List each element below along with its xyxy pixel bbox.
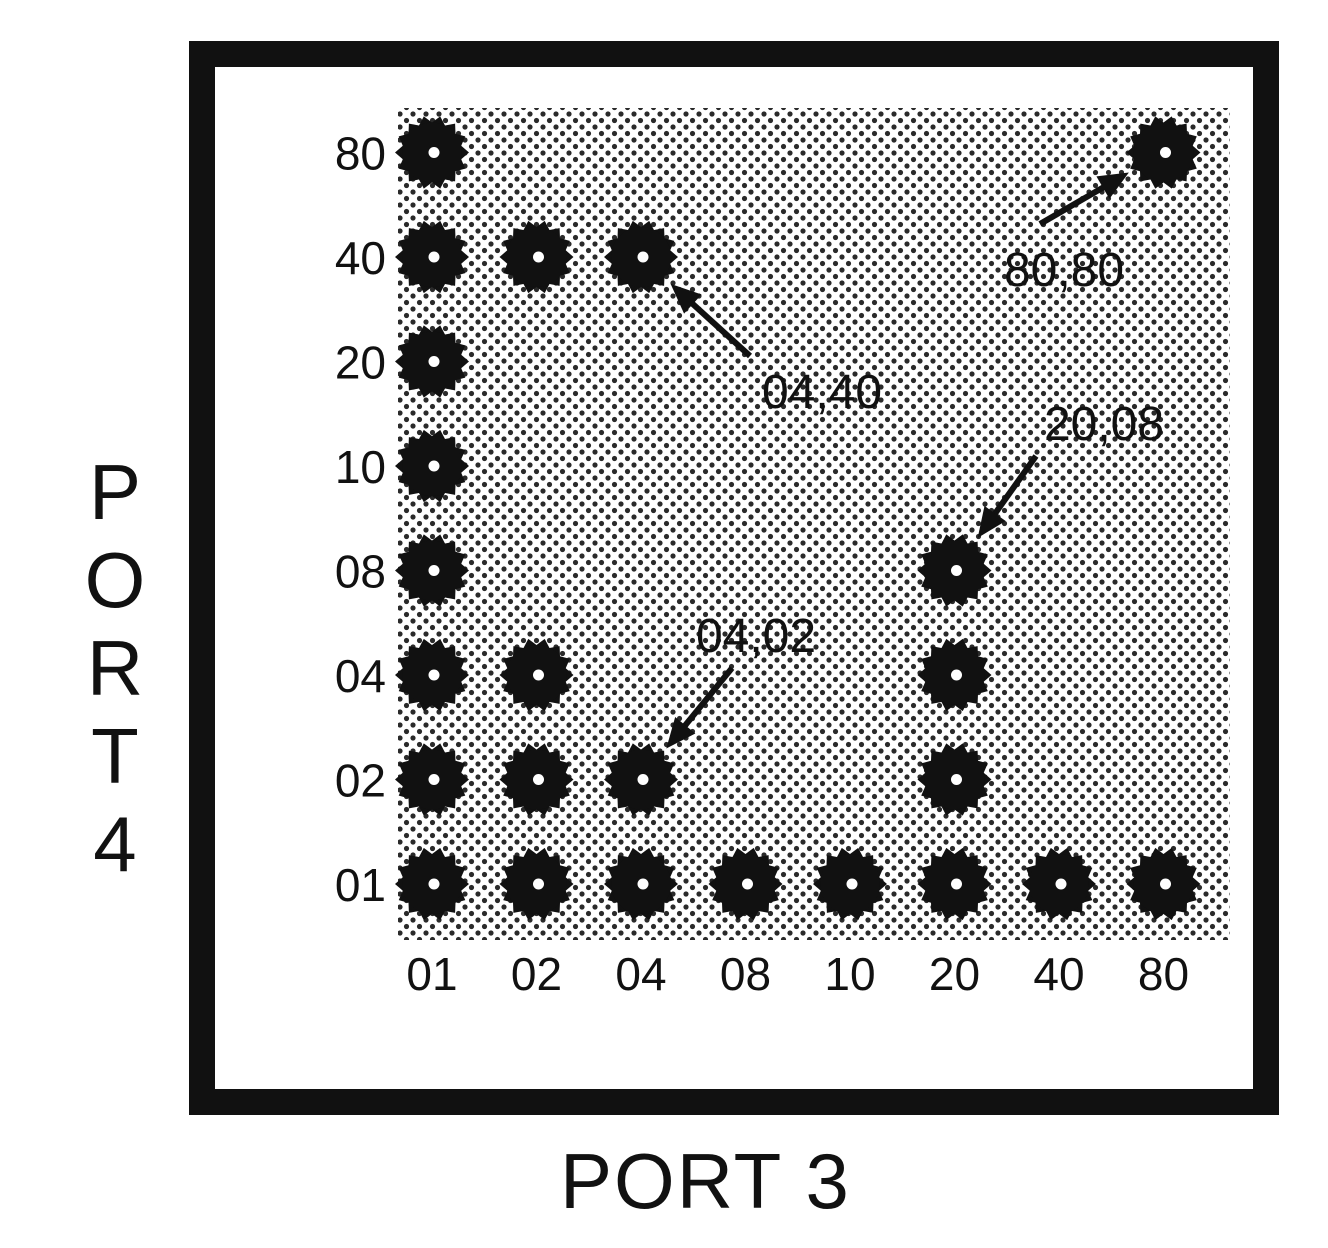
y-tick-label: 01 [335,859,386,911]
callout-label: 04,40 [762,366,882,419]
x-tick-label: 40 [1033,948,1084,1000]
callout: 04,40 [670,283,882,419]
x-tick-label: 10 [824,948,875,1000]
callout: 80,80 [1004,172,1129,297]
led-point [395,429,469,503]
y-tick-label: 04 [335,650,386,702]
y-tick-label: 80 [335,128,386,180]
x-tick-label: 04 [615,948,666,1000]
x-tick-label: 02 [511,948,562,1000]
led-point [395,743,469,816]
led-point [917,534,992,607]
callout-label: 80,80 [1004,244,1124,297]
y-axis-title-char: O [84,536,146,624]
y-axis-title-char: 4 [93,800,137,888]
callout-arrowhead [666,717,696,749]
led-point [395,116,469,189]
led-point [917,743,992,816]
y-axis-title-char: P [88,448,142,536]
led-point [499,743,574,816]
callout: 04,02 [666,610,816,749]
y-axis-title-char: T [91,712,139,800]
led-point [395,847,469,921]
callout-arrowhead [1096,172,1129,199]
y-axis-ticks: 01 02 04 08 10 20 40 80 [335,128,386,912]
callout-arrowhead [977,505,1006,538]
y-tick-label: 40 [335,232,386,284]
x-tick-label: 20 [929,948,980,1000]
x-tick-label: 08 [720,948,771,1000]
led-points [395,116,1201,921]
y-tick-label: 10 [335,441,386,493]
callout-arrow-line [986,454,1039,524]
callout-arrowhead [670,283,702,314]
y-tick-label: 02 [335,755,386,807]
callout-arrow-line [1038,179,1114,227]
callout-label: 04,02 [696,610,816,663]
led-point [604,220,678,294]
callout: 20,08 [977,398,1164,538]
led-point [917,638,992,712]
led-point [395,638,469,712]
led-point [1126,847,1201,921]
callout-label: 20,08 [1044,398,1164,451]
x-axis-ticks: 01 02 04 08 10 20 40 80 [406,948,1189,1000]
led-point [604,743,678,816]
led-point [395,220,469,294]
y-axis-title-char: R [86,624,144,712]
led-point [1022,847,1096,921]
y-axis-title: P O R T 4 [80,448,150,888]
led-point [813,847,887,921]
led-point [499,638,574,712]
led-point [917,847,992,921]
x-tick-label: 80 [1138,948,1189,1000]
led-point [395,325,469,398]
y-tick-label: 08 [335,546,386,598]
led-point [499,220,574,294]
x-tick-label: 01 [406,948,457,1000]
callout-arrow-line [676,666,735,735]
led-point [395,534,469,607]
x-axis-title: PORT 3 [560,1137,851,1225]
y-tick-label: 20 [335,337,386,389]
led-point [1126,116,1201,189]
led-point [708,847,783,921]
callout-arrow-line [683,295,753,359]
led-point [604,847,678,921]
led-point [499,847,574,921]
callouts: 80,80 04,40 20,08 04,02 [666,172,1164,749]
